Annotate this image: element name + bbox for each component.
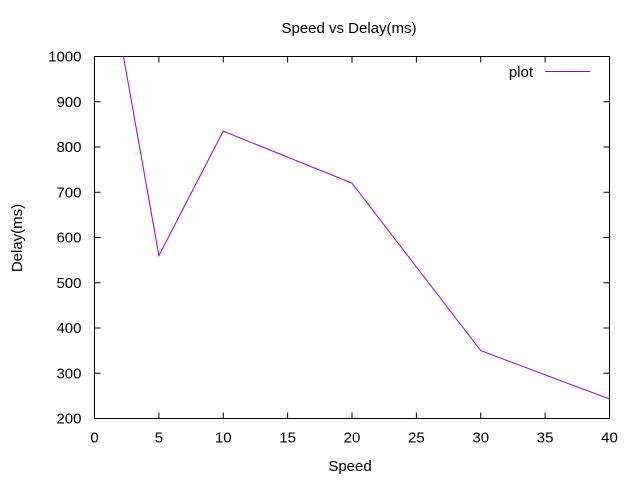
x-tick-label: 5 xyxy=(155,430,163,447)
x-tick-label: 35 xyxy=(537,430,554,447)
y-tick-label: 400 xyxy=(56,320,81,337)
x-tick-label: 40 xyxy=(601,430,618,447)
x-tick-label: 15 xyxy=(279,430,296,447)
y-tick-label: 500 xyxy=(56,275,81,292)
plot-frame xyxy=(94,56,610,419)
y-axis: 200 300 400 500 600 700 800 900 1000 xyxy=(48,49,610,428)
y-tick-label: 300 xyxy=(56,365,81,382)
x-axis: 0 5 10 15 20 25 30 35 40 xyxy=(90,56,618,447)
y-tick-label: 200 xyxy=(56,411,81,428)
x-tick-label: 10 xyxy=(215,430,232,447)
x-tick-label: 25 xyxy=(408,430,425,447)
y-tick-label: 900 xyxy=(56,94,81,111)
y-axis-label: Delay(ms) xyxy=(9,204,26,272)
legend-label: plot xyxy=(509,64,534,81)
x-tick-label: 20 xyxy=(344,430,361,447)
series-line-plot xyxy=(122,56,610,400)
series-group xyxy=(122,56,610,400)
chart-title: Speed vs Delay(ms) xyxy=(281,20,416,37)
legend: plot xyxy=(509,64,590,81)
y-tick-label: 1000 xyxy=(48,49,81,66)
x-tick-label: 30 xyxy=(472,430,489,447)
y-tick-label: 600 xyxy=(56,230,81,247)
y-tick-label: 800 xyxy=(56,139,81,156)
y-tick-label: 700 xyxy=(56,184,81,201)
x-axis-label: Speed xyxy=(328,458,371,475)
x-tick-label: 0 xyxy=(90,430,98,447)
